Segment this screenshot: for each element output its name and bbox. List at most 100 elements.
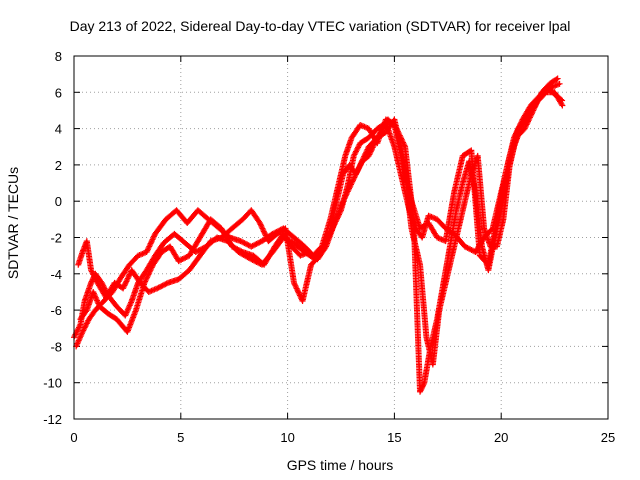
data-point (176, 257, 183, 264)
data-point (361, 152, 368, 159)
data-point (467, 246, 474, 253)
data-point (292, 284, 299, 291)
data-point (343, 191, 350, 198)
data-point (230, 244, 237, 251)
data-point (145, 271, 152, 278)
data-point (155, 284, 162, 291)
data-point (397, 133, 404, 140)
data-point (259, 225, 266, 232)
y-tick-label: 8 (55, 49, 62, 64)
data-point (295, 289, 302, 296)
data-point (461, 243, 468, 250)
data-point (240, 239, 247, 246)
data-point (253, 240, 260, 247)
data-point (229, 243, 236, 250)
data-point (558, 101, 565, 108)
data-point (358, 159, 365, 166)
data-point (256, 239, 263, 246)
data-point (400, 140, 407, 147)
data-point (241, 240, 248, 247)
y-tick-label: -6 (50, 303, 62, 318)
data-point (398, 135, 405, 142)
data-point (148, 264, 155, 271)
data-point (346, 185, 353, 192)
data-point (148, 237, 155, 244)
data-point (355, 166, 362, 173)
data-point (231, 244, 238, 251)
data-point (294, 286, 301, 293)
data-point (146, 242, 153, 249)
data-point (348, 181, 355, 188)
data-marks (71, 75, 566, 395)
data-point (468, 246, 475, 253)
data-point (257, 221, 264, 228)
plot-frame (73, 55, 609, 420)
data-point (121, 282, 128, 289)
data-point (294, 288, 301, 295)
data-point (154, 285, 161, 292)
data-point (143, 249, 150, 256)
data-point (245, 242, 252, 249)
data-point (292, 282, 299, 289)
data-point (194, 248, 201, 255)
data-point (147, 267, 154, 274)
data-point (351, 174, 358, 181)
data-point (237, 238, 244, 245)
data-point (120, 285, 127, 292)
data-point (150, 233, 157, 240)
data-point (368, 147, 375, 154)
y-tick-label: -2 (50, 231, 62, 246)
data-point (296, 291, 303, 298)
data-point (144, 246, 151, 253)
data-point (553, 76, 560, 83)
data-point (260, 228, 267, 235)
data-point (356, 163, 363, 170)
data-point (162, 281, 169, 288)
data-point (463, 244, 470, 251)
data-point (345, 187, 352, 194)
x-axis-label: GPS time / hours (286, 457, 394, 473)
data-point (363, 147, 370, 154)
data-point (353, 170, 360, 177)
data-point (395, 129, 402, 136)
data-point (149, 236, 156, 243)
data-point (420, 380, 427, 387)
data-point (250, 242, 257, 249)
data-point (554, 75, 561, 82)
data-point (183, 254, 190, 261)
data-point (122, 279, 129, 286)
data-point (355, 164, 362, 171)
x-tick-label: 15 (387, 430, 401, 445)
data-point (124, 276, 131, 283)
data-point (145, 244, 152, 251)
data-point (362, 150, 369, 157)
data-point (122, 281, 129, 288)
data-point (142, 277, 149, 284)
data-point (465, 245, 472, 252)
data-point (156, 283, 163, 290)
data-point (144, 247, 151, 254)
data-point (146, 243, 153, 250)
data-point (400, 139, 407, 146)
data-point (182, 254, 189, 261)
data-point (322, 244, 329, 251)
data-point (159, 282, 166, 289)
series-track-a (71, 80, 563, 341)
data-point (366, 151, 373, 158)
y-tick-label: 2 (55, 158, 62, 173)
data-point (357, 160, 364, 167)
data-point (352, 171, 359, 178)
data-point (396, 131, 403, 138)
data-point (238, 238, 245, 245)
y-tick-label: 4 (55, 122, 62, 137)
data-point (367, 148, 374, 155)
data-point (244, 241, 251, 248)
data-point (360, 154, 367, 161)
data-point (146, 268, 153, 275)
data-point (346, 184, 353, 191)
data-point (195, 247, 202, 254)
data-point (249, 242, 256, 249)
data-point (351, 173, 358, 180)
y-tick-label: 0 (55, 194, 62, 209)
